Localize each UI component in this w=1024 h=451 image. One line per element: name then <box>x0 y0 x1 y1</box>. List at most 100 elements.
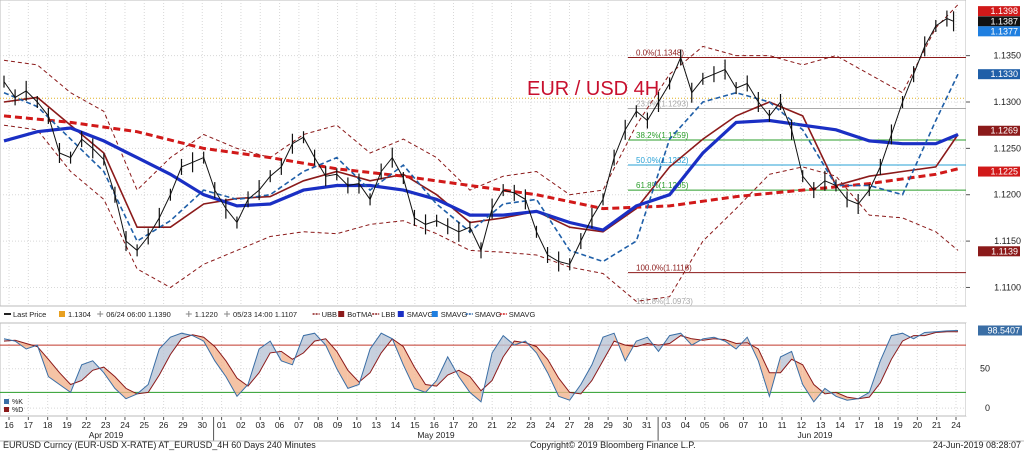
osc-tick-label: 0 <box>985 403 990 413</box>
price-grid <box>0 0 966 306</box>
fib-level-label: 38.2%(1.1259) <box>636 131 689 140</box>
x-tick-label: 06 <box>275 420 285 430</box>
y-tick-label: 1.1300 <box>993 97 1021 107</box>
osc-fill <box>481 352 493 402</box>
price-legend: Last Price 1.1304 06/24 06:00 1.1390 1.1220… <box>0 307 1024 322</box>
fib-level-label: 0.0%(1.1348) <box>636 48 684 57</box>
osc-fill <box>625 341 637 361</box>
y-tick-label: 1.1250 <box>993 143 1021 153</box>
x-tick-label: 17 <box>855 420 865 430</box>
fibonacci-levels: 0.0%(1.1348)23.6%(1.1293)38.2%(1.1259)50… <box>0 48 966 306</box>
series-line <box>3 4 959 196</box>
footer-source: EURUSD Curncy (EUR-USD X-RATE) AT_EURUSD… <box>3 440 316 450</box>
month-label: May 2019 <box>417 430 455 440</box>
osc-fill <box>126 388 138 399</box>
osc-fill <box>214 346 226 377</box>
osc-fill <box>225 360 237 397</box>
legend-label: SMAVG <box>407 310 434 319</box>
osc-fill <box>259 341 271 373</box>
stochastic-panel: 0 50 98.5407 %K%D <box>0 322 1024 417</box>
fib-level-label: 23.6%(1.1293) <box>636 99 689 108</box>
osc-fill <box>303 333 315 353</box>
x-tick-label: 20 <box>913 420 923 430</box>
price-tag-label: 1.1398 <box>990 6 1018 16</box>
legend-swatch <box>59 311 65 317</box>
osc-fill <box>747 337 759 361</box>
price-tag-label: 1.1139 <box>991 246 1018 256</box>
x-tick-label: 05 <box>700 420 710 430</box>
legend-swatch <box>431 311 438 317</box>
percent-d-line <box>3 331 958 400</box>
price-tag-label: 1.1330 <box>990 69 1018 79</box>
price-y-axis: 1.1100 1.1150 1.1200 1.1250 1.1300 1.1350 <box>966 0 1024 306</box>
x-tick-label: 06 <box>719 420 729 430</box>
osc-fill <box>403 346 415 389</box>
price-tag <box>978 125 1020 136</box>
osc-fill <box>802 364 814 402</box>
x-tick-label: 24 <box>545 420 555 430</box>
x-tick-label: 21 <box>487 420 497 430</box>
osc-fill <box>469 376 481 402</box>
price-line-layer <box>3 10 955 272</box>
osc-fill <box>114 376 127 399</box>
osc-fill <box>370 333 382 373</box>
x-tick-label: 19 <box>893 420 903 430</box>
legend-label: SMAVG <box>509 310 536 319</box>
x-tick-label: 04 <box>681 420 691 430</box>
osc-fill <box>547 359 559 397</box>
x-tick-label: 27 <box>565 420 575 430</box>
x-tick-label: 11 <box>778 420 787 430</box>
osc-fill <box>835 392 848 401</box>
x-tick-label: 16 <box>429 420 439 430</box>
price-tag-label: 1.1387 <box>990 16 1018 26</box>
osc-fill <box>103 367 115 389</box>
osc-fill <box>170 333 182 355</box>
x-tick-label: 23 <box>526 420 536 430</box>
x-tick-label: 03 <box>661 420 671 430</box>
osc-fill <box>891 333 903 360</box>
stochastic-series <box>3 330 959 403</box>
x-tick-label: 13 <box>816 420 826 430</box>
osc-legend-label: %K <box>12 399 23 406</box>
price-tag <box>978 246 1020 257</box>
x-tick-label: 12 <box>797 420 807 430</box>
x-tick-label: 26 <box>159 420 169 430</box>
x-tick-label: 17 <box>449 420 459 430</box>
footer-timestamp: 24-Jun-2019 08:28:07 <box>933 440 1021 450</box>
x-tick-label: 29 <box>603 420 613 430</box>
x-tick-label: 24 <box>120 420 130 430</box>
price-tag <box>978 26 1020 37</box>
series-line <box>3 118 959 232</box>
price-panel-frame <box>0 0 967 307</box>
osc-fill <box>492 335 504 381</box>
legend-label: LBB <box>381 310 395 319</box>
chart-title: EUR / USD 4H <box>527 78 659 100</box>
footer-copyright: Copyright© 2019 Bloomberg Finance L.P. <box>530 440 696 450</box>
osc-fill <box>414 367 426 393</box>
osc-fill <box>458 370 470 393</box>
price-tag <box>978 166 1020 177</box>
x-tick-label: 31 <box>642 420 652 430</box>
x-tick-label: 10 <box>758 420 768 430</box>
osc-fill <box>336 351 348 389</box>
osc-fill <box>813 384 825 402</box>
osc-legend-swatch <box>4 407 9 412</box>
y-tick-label: 1.1200 <box>993 190 1021 200</box>
osc-fill <box>148 349 160 393</box>
legend-background <box>0 307 1024 322</box>
last-price-line <box>3 17 954 265</box>
fib-level-label: 61.8%(1.1205) <box>636 181 689 190</box>
x-tick-label: 13 <box>371 420 381 430</box>
osc-fill <box>381 333 393 353</box>
legend-label: UBB <box>322 310 337 319</box>
x-tick-label: 22 <box>82 420 92 430</box>
stochastic-y-axis: 0 50 98.5407 <box>966 323 1024 416</box>
fib-level-label: 161.8%(1.0973) <box>636 297 693 306</box>
osc-tick-label: 50 <box>980 364 990 374</box>
price-panel: 0.0%(1.1348)23.6%(1.1293)38.2%(1.1259)50… <box>0 0 1024 307</box>
osc-fill <box>558 378 570 401</box>
osc-fill <box>436 356 448 387</box>
time-x-axis: 16 17 18 19 22 23 24 25 26 29 30 01 02 03 06 07 08 09 10 13… <box>0 417 1024 442</box>
y-tick-label: 1.1350 <box>993 51 1021 61</box>
